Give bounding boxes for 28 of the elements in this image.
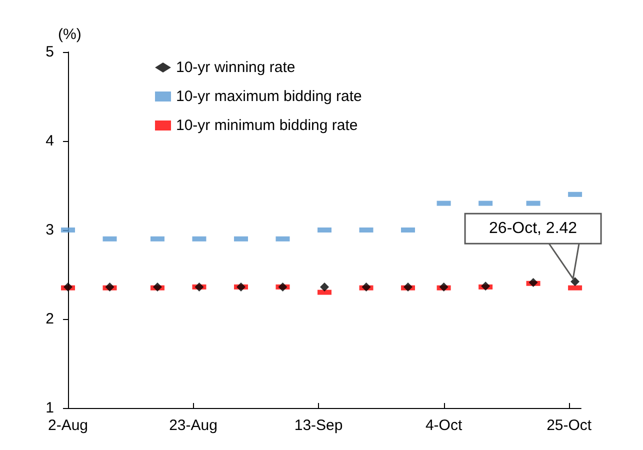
point <box>570 277 580 286</box>
x-tick-label: 23-Aug <box>169 417 218 434</box>
x-tick-label: 2-Aug <box>48 417 88 434</box>
point <box>481 282 490 291</box>
y-tick-label: 5 <box>46 44 54 60</box>
point <box>152 282 162 292</box>
y-axis-title: (%) <box>58 26 82 43</box>
point <box>64 282 72 292</box>
point <box>439 282 448 292</box>
point <box>362 282 371 292</box>
x-tick-label: 25-Oct <box>546 417 592 434</box>
x-tick-label: 4-Oct <box>425 417 463 434</box>
legend-label: 10-yr minimum bidding rate <box>176 117 358 134</box>
point <box>278 282 288 292</box>
x-tick-label: 13-Sep <box>294 417 343 434</box>
point <box>404 282 413 292</box>
annotation: 26-Oct, 2.42 <box>489 220 578 238</box>
point <box>528 278 538 288</box>
y-tick-label: 2 <box>46 310 54 328</box>
y-tick-label: 3 <box>46 222 54 238</box>
legend-label: 10-yr winning rate <box>176 59 296 76</box>
point <box>105 282 114 292</box>
y-tick-label: 1 <box>46 400 54 416</box>
legend-label: 10-yr maximum bidding rate <box>176 88 362 105</box>
point <box>236 282 246 292</box>
y-tick-label: 4 <box>46 132 54 150</box>
point <box>320 282 329 292</box>
point <box>194 282 204 292</box>
